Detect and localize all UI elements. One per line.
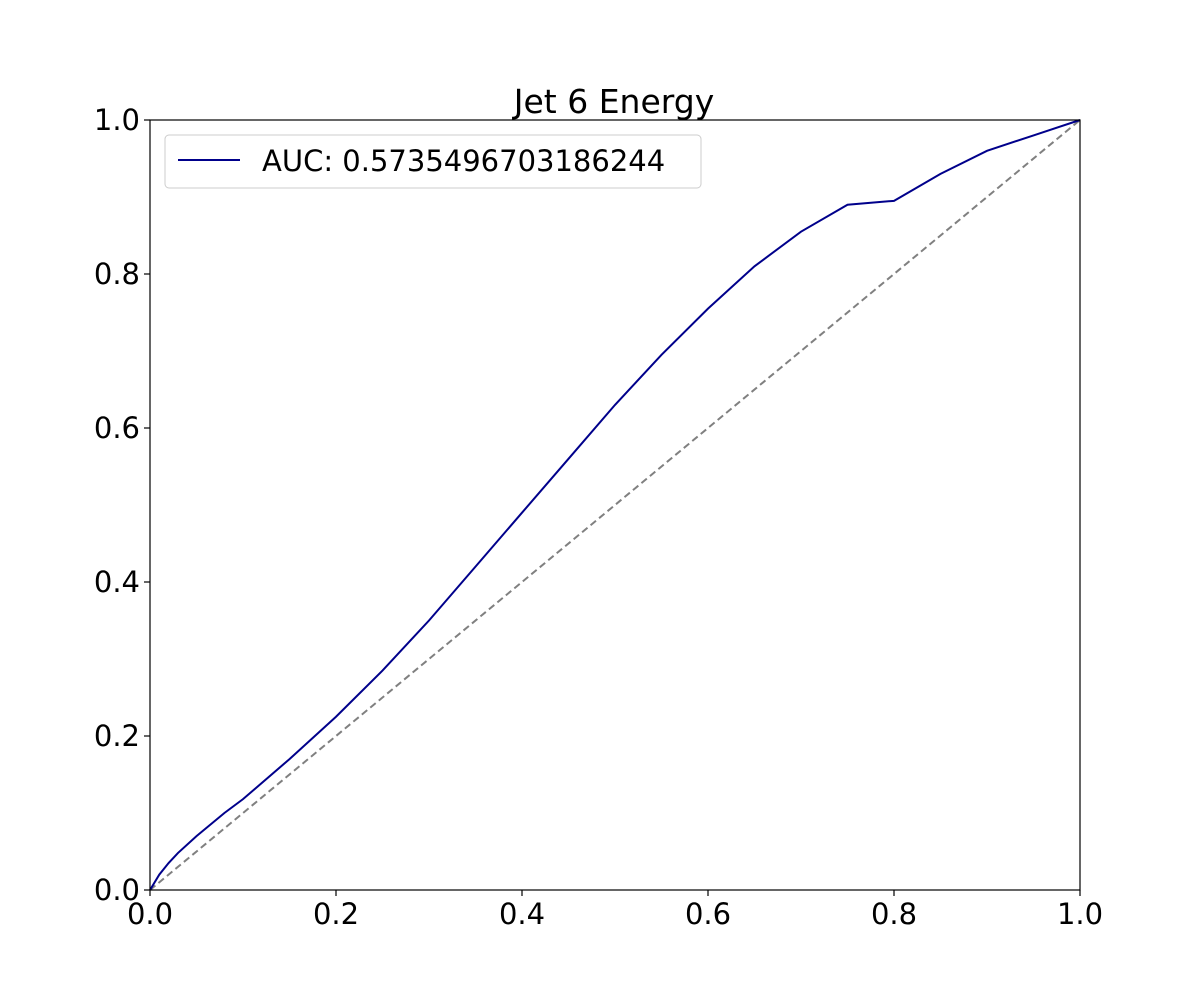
y-tick-label: 0.8 [94,257,140,291]
y-tick-label: 0.6 [94,411,140,445]
x-tick-label: 0.0 [127,897,173,931]
x-axis: 0.0 0.2 0.4 0.6 0.8 1.0 [127,890,1103,931]
legend: AUC: 0.5735496703186244 [164,134,702,189]
y-axis: 0.0 0.2 0.4 0.6 0.8 1.0 [94,103,150,907]
diagonal-reference-line [149,119,1081,891]
series-layer [149,119,1081,891]
legend-box [164,134,702,189]
x-tick-label: 1.0 [1057,897,1103,931]
chart-title: Jet 6 Energy [512,82,714,121]
y-tick-label: 1.0 [94,103,140,137]
x-tick-label: 0.6 [685,897,731,931]
x-tick-label: 0.2 [313,897,359,931]
y-tick-label: 0.4 [94,565,140,599]
y-tick-label: 0.0 [94,873,140,907]
x-tick-label: 0.8 [871,897,917,931]
roc-curve-line [149,119,1081,891]
y-tick-label: 0.2 [94,719,140,753]
plot-area-frame [149,119,1081,891]
x-tick-label: 0.4 [499,897,545,931]
legend-label: AUC: 0.5735496703186244 [262,144,665,178]
